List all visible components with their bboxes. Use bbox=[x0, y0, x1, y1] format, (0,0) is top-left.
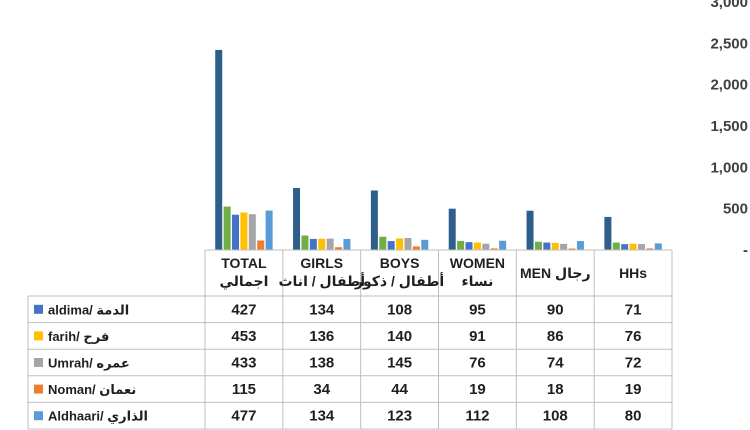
bar bbox=[404, 238, 412, 250]
bar bbox=[576, 241, 584, 250]
bar bbox=[654, 243, 662, 250]
bar bbox=[621, 244, 629, 250]
bar bbox=[318, 238, 326, 250]
data-label: 138 bbox=[309, 355, 334, 372]
data-label: 76 bbox=[469, 355, 486, 372]
bar bbox=[551, 242, 559, 250]
y-tick-label: 2,500 bbox=[710, 35, 748, 52]
bar bbox=[473, 242, 481, 250]
y-tick-label: 3,000 bbox=[710, 0, 748, 11]
bar bbox=[257, 240, 265, 250]
data-label: 19 bbox=[469, 381, 486, 398]
bar bbox=[490, 248, 498, 250]
bar bbox=[646, 248, 654, 250]
data-label: 72 bbox=[625, 355, 642, 372]
legend-key bbox=[34, 331, 43, 341]
data-label: 80 bbox=[625, 408, 642, 425]
data-label: 427 bbox=[231, 301, 256, 318]
data-label: 140 bbox=[387, 328, 412, 345]
y-tick-label: - bbox=[743, 242, 748, 259]
data-label: 34 bbox=[313, 381, 330, 398]
bar bbox=[240, 212, 248, 250]
data-label: 115 bbox=[232, 381, 256, 398]
bar bbox=[396, 238, 404, 250]
bar bbox=[534, 241, 542, 250]
y-tick-label: 500 bbox=[723, 201, 748, 218]
bar bbox=[526, 210, 534, 250]
bar bbox=[223, 206, 231, 250]
bar bbox=[637, 244, 645, 250]
bar bbox=[543, 242, 551, 250]
data-label: 108 bbox=[387, 301, 412, 318]
category-label: BOYS أطفال / ذكور bbox=[354, 255, 444, 290]
series-label: aldima/ الدمة bbox=[48, 302, 129, 317]
data-label: 76 bbox=[625, 328, 642, 345]
bar bbox=[343, 238, 351, 250]
bar bbox=[482, 243, 490, 250]
legend-key bbox=[34, 304, 43, 314]
data-label: 86 bbox=[547, 328, 564, 345]
bar bbox=[629, 243, 637, 250]
bar bbox=[309, 238, 317, 250]
data-label: 18 bbox=[547, 381, 564, 398]
data-label: 145 bbox=[387, 355, 412, 372]
bar bbox=[335, 247, 343, 250]
bar bbox=[604, 216, 612, 250]
series-label: Noman/ نعمان bbox=[48, 382, 136, 397]
bar bbox=[326, 238, 334, 250]
bar bbox=[301, 235, 309, 250]
bar bbox=[421, 239, 429, 250]
y-tick-label: 1,500 bbox=[710, 118, 748, 135]
bars bbox=[215, 49, 662, 251]
bar bbox=[412, 246, 420, 250]
bar bbox=[560, 243, 568, 250]
data-label: 19 bbox=[625, 381, 642, 398]
data-label: 136 bbox=[309, 328, 334, 345]
data-label: 44 bbox=[391, 381, 408, 398]
bar bbox=[265, 210, 273, 250]
bar bbox=[465, 242, 473, 250]
category-label: TOTAL اجمالي bbox=[219, 255, 268, 290]
legend-key bbox=[34, 358, 43, 367]
category-label: HHs bbox=[619, 265, 647, 281]
bar bbox=[248, 214, 256, 250]
bar bbox=[612, 242, 620, 250]
bar bbox=[457, 240, 465, 250]
category-label: WOMEN نساء bbox=[450, 255, 505, 289]
data-label: 123 bbox=[387, 408, 412, 425]
bar bbox=[232, 214, 240, 250]
bar bbox=[293, 188, 301, 250]
series-label: Aldhaari/ الذاري bbox=[48, 409, 148, 424]
data-label: 134 bbox=[309, 301, 335, 318]
data-label: 71 bbox=[625, 301, 642, 318]
category-label: MEN رجال bbox=[520, 265, 591, 281]
y-tick-label: 2,000 bbox=[710, 77, 748, 94]
bar bbox=[499, 240, 507, 250]
series-label: Umrah/ عمره bbox=[48, 356, 130, 371]
legend-key bbox=[34, 411, 43, 421]
bar bbox=[448, 208, 456, 250]
data-label: 477 bbox=[231, 408, 256, 425]
category-label: GIRLS أطفال / اناث bbox=[278, 255, 365, 289]
bar bbox=[379, 236, 387, 250]
data-label: 90 bbox=[547, 301, 564, 318]
bar bbox=[370, 190, 378, 250]
data-label: 453 bbox=[231, 328, 256, 345]
data-label: 134 bbox=[309, 408, 335, 425]
bar bbox=[215, 49, 223, 251]
legend-key bbox=[34, 384, 43, 394]
data-label: 74 bbox=[547, 355, 564, 372]
y-axis-ticks: - 500 1,000 1,500 2,000 2,500 3,000 bbox=[710, 0, 748, 259]
data-label: 95 bbox=[469, 301, 486, 318]
data-label: 91 bbox=[469, 328, 486, 345]
bar bbox=[387, 241, 395, 250]
y-tick-label: 1,000 bbox=[710, 159, 748, 176]
data-label: 433 bbox=[231, 355, 256, 372]
data-label: 108 bbox=[543, 408, 568, 425]
data-label: 112 bbox=[465, 408, 489, 425]
series-label: farih/ فرح bbox=[48, 329, 109, 344]
bar bbox=[568, 248, 576, 250]
